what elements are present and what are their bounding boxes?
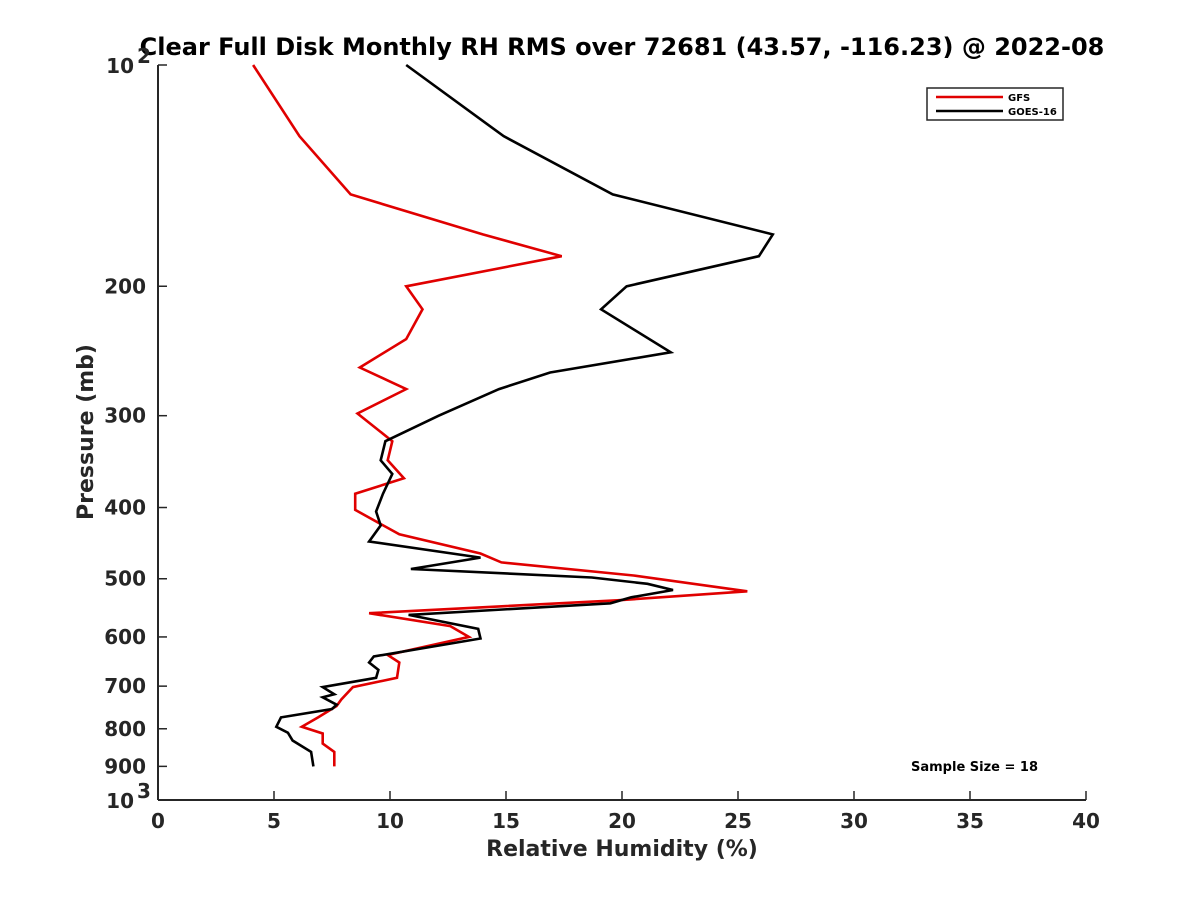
x-tick-label-10: 10 xyxy=(376,809,404,833)
x-tick-label-25: 25 xyxy=(724,809,752,833)
y-axis-label: Pressure (mb) xyxy=(74,344,99,520)
x-tick-label-35: 35 xyxy=(956,809,984,833)
x-tick-label-40: 40 xyxy=(1072,809,1100,833)
legend: GFS GOES-16 xyxy=(926,87,1064,121)
x-tick-label-20: 20 xyxy=(608,809,636,833)
legend-box xyxy=(926,87,1064,121)
y-tick-label-1000: 10 xyxy=(106,789,134,813)
y-tick-label-600: 600 xyxy=(104,625,146,649)
y-tick-label-500: 500 xyxy=(104,567,146,591)
y-tick-exponent-1000: 3 xyxy=(137,779,151,803)
x-tick-label-15: 15 xyxy=(492,809,520,833)
plot-area: 0 5 10 15 20 25 30 35 40 10 220030040050060070080… xyxy=(104,44,1100,833)
series-line-goes-16 xyxy=(274,63,775,767)
legend-label-goes16: GOES-16 xyxy=(1008,107,1057,118)
legend-label-gfs: GFS xyxy=(1008,93,1030,104)
chart-title: Clear Full Disk Monthly RH RMS over 7268… xyxy=(140,33,1105,61)
plot-background xyxy=(158,65,1086,800)
x-ticks: 0 5 10 15 20 25 30 35 40 xyxy=(151,791,1100,833)
y-tick-label-800: 800 xyxy=(104,717,146,741)
series-layer xyxy=(252,63,775,767)
y-tick-base: 10 xyxy=(106,789,134,813)
y-tick-exponent-100: 2 xyxy=(137,44,151,68)
x-tick-label-30: 30 xyxy=(840,809,868,833)
sample-size-annotation: Sample Size = 18 xyxy=(911,760,1038,775)
x-tick-label-0: 0 xyxy=(151,809,165,833)
x-tick-label-5: 5 xyxy=(267,809,281,833)
x-axis-label: Relative Humidity (%) xyxy=(486,837,758,862)
y-tick-label-900: 900 xyxy=(104,754,146,778)
y-tick-label-300: 300 xyxy=(104,404,146,428)
y-tick-label-700: 700 xyxy=(104,674,146,698)
y-tick-label-100: 10 xyxy=(106,54,134,78)
y-tick-label-200: 200 xyxy=(104,274,146,298)
y-tick-base: 10 xyxy=(106,54,134,78)
y-tick-label-400: 400 xyxy=(104,496,146,520)
